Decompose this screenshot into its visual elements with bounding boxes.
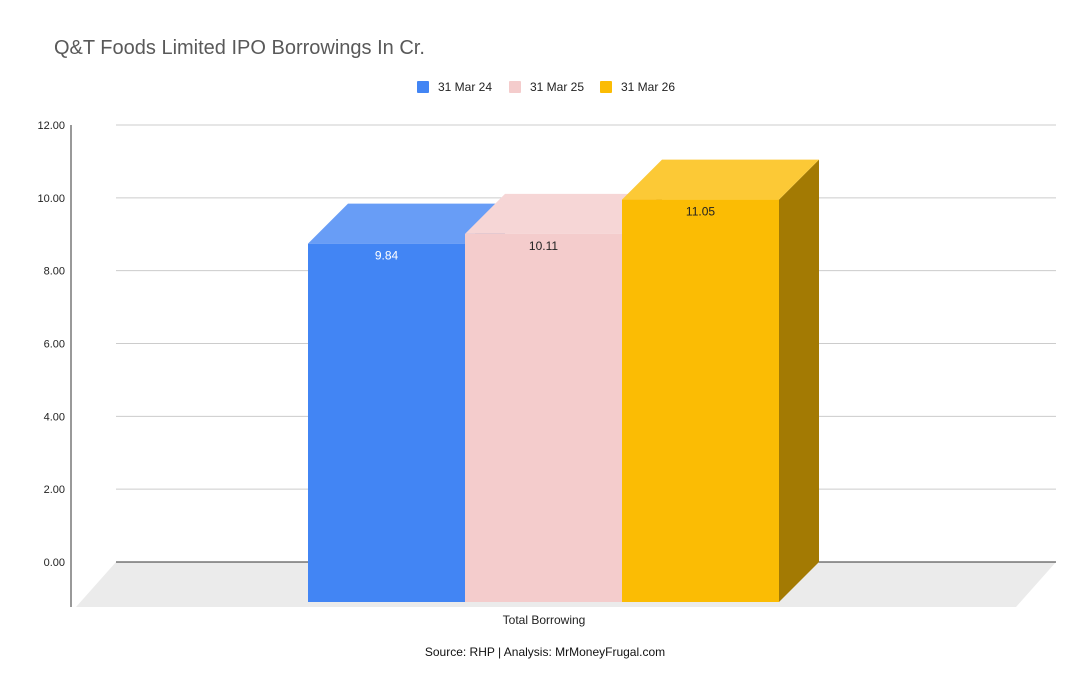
bar-side [779,159,819,603]
y-tick-label: 10.00 [37,193,65,205]
legend-item: 31 Mar 25 [509,80,584,94]
bar-top [622,159,819,200]
data-label: 9.84 [375,249,399,263]
data-label: 11.05 [686,205,715,219]
legend-swatch [509,81,521,93]
y-tick-label: 2.00 [44,484,65,496]
legend-item: 31 Mar 26 [600,80,675,94]
y-tick-label: 0.00 [44,557,65,569]
legend-label: 31 Mar 24 [438,80,493,94]
bar [465,233,622,602]
bar [622,199,779,603]
bar-top [308,203,505,244]
y-tick-label: 12.00 [37,120,65,132]
legend-label: 31 Mar 25 [530,80,585,94]
legend-swatch [417,81,429,93]
source-note: Source: RHP | Analysis: MrMoneyFrugal.co… [424,645,666,659]
x-category-label: Total Borrowing [503,613,586,627]
bar-top [465,193,662,234]
bar [308,243,465,602]
y-tick-label: 8.00 [44,266,65,278]
y-tick-label: 4.00 [44,411,65,423]
y-tick-label: 6.00 [44,339,65,351]
legend: 31 Mar 24 31 Mar 25 31 Mar 26 [0,80,1090,98]
data-label: 10.11 [529,239,558,253]
chart-title: Q&T Foods Limited IPO Borrowings In Cr. [54,37,425,59]
legend-swatch [600,81,612,93]
legend-label: 31 Mar 26 [621,80,676,94]
legend-item: 31 Mar 24 [417,80,492,94]
